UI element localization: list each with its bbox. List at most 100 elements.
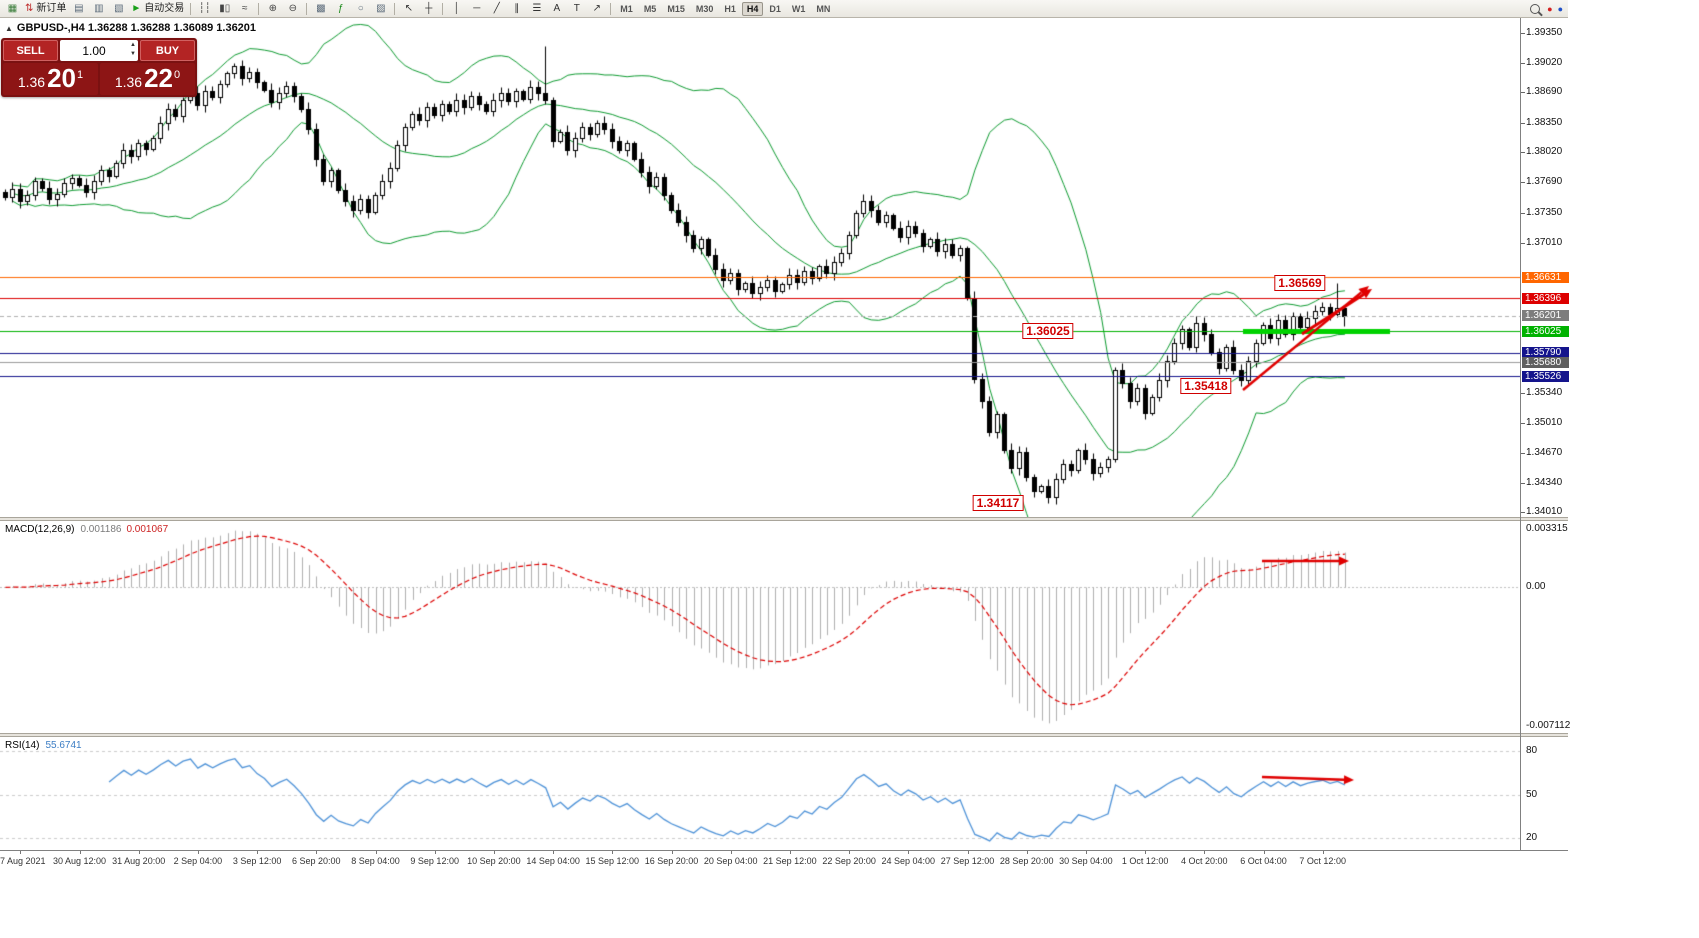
time-axis-tick bbox=[1086, 851, 1087, 854]
bars-chart-icon[interactable]: ┆┆ bbox=[195, 1, 214, 16]
buy-button[interactable]: BUY bbox=[140, 40, 195, 61]
arrow-tools-icon[interactable]: ↗ bbox=[587, 1, 606, 16]
price-axis-label: 1.38020 bbox=[1526, 146, 1563, 158]
templates-icon[interactable]: ▨ bbox=[371, 1, 390, 16]
tile-windows-icon: ▩ bbox=[316, 3, 326, 14]
periods-icon[interactable]: ○ bbox=[351, 1, 370, 16]
macd-axis-max: 0.003315 bbox=[1526, 523, 1568, 534]
cursor-icon: ↖ bbox=[404, 3, 413, 14]
lot-increase-button[interactable]: ▲ bbox=[130, 42, 136, 48]
time-axis-label: 22 Sep 20:00 bbox=[822, 856, 876, 866]
autotrading-button[interactable]: ► 自动交易 bbox=[129, 1, 186, 16]
time-axis-tick bbox=[1145, 851, 1146, 854]
timeframe-button-m30[interactable]: M30 bbox=[695, 3, 714, 14]
new-order-button: ⇅ bbox=[25, 3, 34, 14]
time-axis-tick bbox=[1027, 851, 1028, 854]
price-axis-label: 1.34670 bbox=[1526, 447, 1563, 459]
one-click-toggle-icon[interactable]: ▲ bbox=[5, 23, 13, 33]
time-axis-label: 31 Aug 20:00 bbox=[112, 856, 166, 866]
new-order-button[interactable]: ⇅ 新订单 bbox=[23, 1, 68, 16]
zoom-in-icon[interactable]: ⊕ bbox=[263, 1, 282, 16]
time-axis-tick bbox=[20, 851, 21, 854]
autotrading-button: ► bbox=[131, 3, 142, 14]
vertical-line-icon[interactable]: │ bbox=[447, 1, 466, 16]
lot-size-field[interactable]: ▲ ▼ bbox=[60, 40, 138, 61]
timeframe-button-mn[interactable]: MN bbox=[816, 3, 831, 14]
timeframe-button-m5[interactable]: M5 bbox=[643, 3, 657, 14]
new-order-button-label: 新订单 bbox=[36, 3, 67, 14]
price-axis-tick bbox=[1521, 213, 1525, 214]
time-axis-label: 7 Oct 12:00 bbox=[1299, 856, 1346, 866]
rsi-canvas[interactable] bbox=[0, 737, 1520, 850]
text-icon[interactable]: A bbox=[547, 1, 566, 16]
time-axis-tick bbox=[376, 851, 377, 854]
price-axis[interactable]: 1.39350 1.39020 1.38690 1.38350 1.38020 1.376… bbox=[1520, 18, 1571, 850]
trendline-icon[interactable]: ╱ bbox=[487, 1, 506, 16]
tile-windows-icon[interactable]: ▩ bbox=[311, 1, 330, 16]
price-axis-label: 1.35010 bbox=[1526, 416, 1563, 428]
time-axis-label: 9 Sep 12:00 bbox=[410, 856, 459, 866]
toolbar-separator bbox=[306, 2, 308, 15]
one-click-trading-panel: SELL ▲ ▼ BUY 1.36201 1.362 bbox=[1, 38, 197, 97]
timeframe-button-d1[interactable]: D1 bbox=[769, 3, 781, 14]
macd-canvas[interactable] bbox=[0, 521, 1520, 733]
lot-decrease-button[interactable]: ▼ bbox=[130, 51, 136, 57]
time-axis-label: 3 Sep 12:00 bbox=[232, 856, 282, 866]
main-toolbar: ▦ ⇅ 新订单 ▤ ▥ ▧ ► 自动交易 ┆┆ ▮▯ ≈ ⊕ ⊖ ▩ ƒ ○ ▨ ↖ ┼ │ ─ ╱ ∥ ☰ A T ↗ M1 M5 M1… bbox=[0, 0, 1568, 18]
zoom-out-icon[interactable]: ⊖ bbox=[283, 1, 302, 16]
time-axis-tick bbox=[435, 851, 436, 854]
macd-axis-min: -0.007112 bbox=[1526, 720, 1571, 731]
time-axis[interactable]: 27 Aug 2021 30 Aug 12:00 31 Aug 20:00 2 Sep… bbox=[0, 850, 1568, 870]
sell-button[interactable]: SELL bbox=[3, 40, 58, 61]
text-icon: A bbox=[553, 3, 561, 14]
candlestick-chart-icon[interactable]: ▮▯ bbox=[215, 1, 234, 16]
timeframe-button-w1[interactable]: W1 bbox=[791, 3, 806, 14]
profiles-icon[interactable]: ▥ bbox=[89, 1, 108, 16]
time-axis-label: 15 Sep 12:00 bbox=[585, 856, 640, 866]
trendline-icon: ╱ bbox=[493, 3, 500, 14]
data-window-icon[interactable]: ▧ bbox=[109, 1, 128, 16]
price-axis-tick bbox=[1521, 92, 1525, 93]
macd-axis-zero: 0.00 bbox=[1526, 581, 1546, 593]
indicators-icon[interactable]: ƒ bbox=[331, 1, 350, 16]
horizontal-line-icon[interactable]: ─ bbox=[467, 1, 486, 16]
timeframe-button-m15[interactable]: M15 bbox=[667, 3, 685, 14]
timeframe-button-h1[interactable]: H1 bbox=[724, 3, 736, 14]
news-alert-icon[interactable]: ● bbox=[1547, 3, 1553, 14]
rsi-axis-level: 80 bbox=[1526, 745, 1538, 757]
price-tag: 1.35526 bbox=[1522, 370, 1569, 382]
lot-size-input[interactable] bbox=[60, 43, 138, 58]
fibonacci-icon[interactable]: ☰ bbox=[527, 1, 546, 16]
channel-icon[interactable]: ∥ bbox=[507, 1, 526, 16]
panel-separator[interactable] bbox=[0, 517, 1568, 521]
label-icon: T bbox=[573, 3, 580, 14]
timeframe-button-h4[interactable]: H4 bbox=[741, 1, 764, 16]
timeframe-button-m1[interactable]: M1 bbox=[620, 3, 633, 14]
time-axis-tick bbox=[1204, 851, 1205, 854]
buy-price-display[interactable]: 1.36 22 0 bbox=[100, 63, 195, 95]
crosshair-icon: ┼ bbox=[425, 3, 433, 14]
new-chart-icon[interactable]: ▦ bbox=[3, 1, 22, 16]
mailbox-icon[interactable]: ● bbox=[1557, 3, 1563, 14]
time-axis-label: 10 Sep 20:00 bbox=[467, 856, 521, 866]
fibonacci-icon: ☰ bbox=[532, 3, 542, 14]
panel-separator[interactable] bbox=[0, 733, 1568, 737]
macd-signal-value: 0.001067 bbox=[126, 524, 169, 535]
toolbar-separator bbox=[610, 2, 612, 15]
chart-windows-icon: ▤ bbox=[74, 3, 84, 14]
price-axis-label: 1.37350 bbox=[1526, 206, 1563, 218]
time-axis-tick bbox=[790, 851, 791, 854]
search-icon[interactable] bbox=[1530, 3, 1541, 14]
crosshair-icon[interactable]: ┼ bbox=[419, 1, 438, 16]
horizontal-line-icon: ─ bbox=[473, 3, 481, 14]
sell-price-display[interactable]: 1.36 20 1 bbox=[3, 63, 98, 95]
rsi-value: 55.6741 bbox=[45, 740, 82, 751]
line-chart-icon[interactable]: ≈ bbox=[235, 1, 254, 16]
price-axis-label: 1.34340 bbox=[1526, 476, 1563, 488]
cursor-icon[interactable]: ↖ bbox=[399, 1, 418, 16]
chart-windows-icon[interactable]: ▤ bbox=[69, 1, 88, 16]
label-icon[interactable]: T bbox=[567, 1, 586, 16]
vertical-line-icon: │ bbox=[453, 3, 460, 14]
main-chart-canvas[interactable] bbox=[0, 18, 1520, 517]
